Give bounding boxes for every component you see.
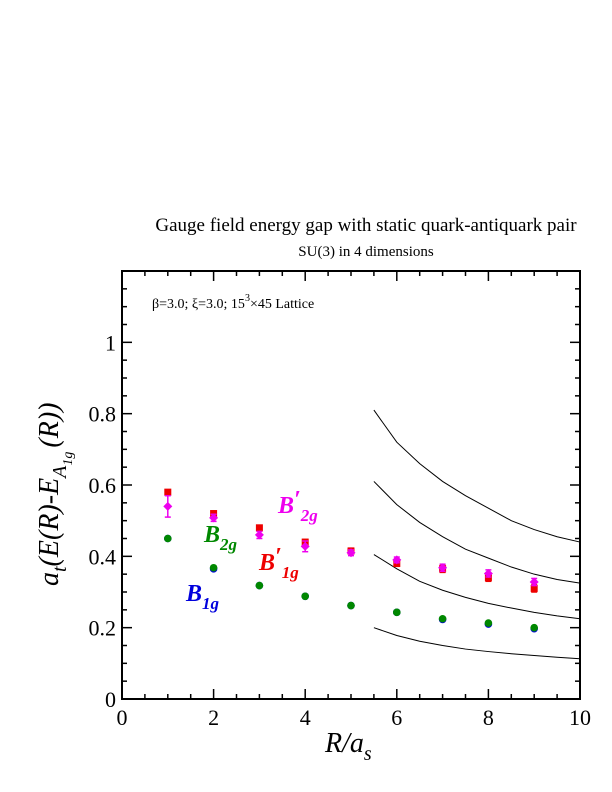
y-axis-title-A: A xyxy=(49,465,71,480)
y-tick-label: 0.8 xyxy=(89,402,117,427)
series-label-sub: 2g xyxy=(219,535,238,554)
data-point xyxy=(301,592,310,601)
data-point xyxy=(483,568,493,578)
curve-line xyxy=(373,409,581,543)
data-point xyxy=(484,619,493,627)
data-point xyxy=(255,581,264,590)
series-label-prime: ′ xyxy=(294,487,301,513)
data-point xyxy=(164,534,172,543)
x-tick-label: 2 xyxy=(208,705,219,730)
data-point xyxy=(347,601,355,610)
data-point xyxy=(254,530,264,540)
series-label: B′2g xyxy=(277,487,318,525)
data-point xyxy=(164,488,172,496)
x-tick-label: 4 xyxy=(300,705,311,730)
data-point xyxy=(529,577,539,587)
chart-subtitle: SU(3) in 4 dimensions xyxy=(298,244,434,260)
curve-line xyxy=(373,481,581,584)
x-tick-label: 8 xyxy=(483,705,494,730)
y-tick-label: 0.4 xyxy=(89,544,117,569)
x-axis-title: R/as xyxy=(324,728,372,765)
series-label-main: B xyxy=(277,493,294,519)
series-label-sub: 2g xyxy=(300,506,319,525)
y-axis-title-mid: (E(R)-E xyxy=(34,478,65,567)
data-point xyxy=(163,501,173,511)
y-axis-title-tail: (R)) xyxy=(34,403,65,448)
series-label: B2g xyxy=(203,522,238,554)
series-label-main: B xyxy=(185,581,202,607)
data-point xyxy=(255,524,263,532)
x-axis-title-main: R/a xyxy=(324,728,364,759)
data-marks xyxy=(163,488,539,633)
y-axis-title-t: t xyxy=(49,566,71,572)
y-tick-label: 0 xyxy=(105,687,116,712)
x-axis-title-sub: s xyxy=(364,743,372,765)
data-point xyxy=(393,608,401,617)
chart-title: Gauge field energy gap with static quark… xyxy=(155,215,577,236)
x-tick-label: 6 xyxy=(391,705,402,730)
plot-frame xyxy=(121,270,581,700)
lattice-annotation-post: ×45 Lattice xyxy=(250,297,314,312)
series-label-main: B xyxy=(258,550,275,576)
data-point xyxy=(438,563,448,573)
y-axis-title-sub1g: 1g xyxy=(61,452,76,466)
y-axis-title-a: a xyxy=(34,572,65,586)
data-point xyxy=(209,563,218,572)
series-label-main: B xyxy=(203,522,220,548)
curve-line xyxy=(373,627,581,660)
data-point xyxy=(530,623,538,632)
y-axis-title: at(E(R)-EA1g (R)) xyxy=(34,403,76,586)
y-tick-label: 0.6 xyxy=(89,473,117,498)
axes: 0 2 4 6 8 10 0 0.2 0.4 0.6 0.8 1 xyxy=(89,270,591,730)
x-tick-label: 10 xyxy=(569,705,591,730)
series-label-sub: 1g xyxy=(202,594,220,613)
lattice-annotation: β=3.0; ξ=3.0; 153×45 Lattice xyxy=(152,293,314,312)
y-tick-label: 0.2 xyxy=(89,616,117,641)
data-point xyxy=(209,513,219,523)
x-tick-label: 0 xyxy=(117,705,128,730)
lattice-annotation-pre: β=3.0; ξ=3.0; 15 xyxy=(152,297,245,312)
series-label: B′1g xyxy=(258,544,299,582)
series-label-sub: 1g xyxy=(282,563,300,582)
data-point xyxy=(438,614,447,623)
curves xyxy=(373,409,581,660)
curve-line xyxy=(373,554,581,620)
data-point xyxy=(392,555,402,565)
lattice-annotation-sup: 3 xyxy=(245,293,250,304)
data-point xyxy=(530,584,538,592)
y-tick-label: 1 xyxy=(105,330,116,355)
series-label-prime: ′ xyxy=(275,544,282,570)
data-point xyxy=(300,541,310,551)
series-label: B1g xyxy=(185,581,220,613)
data-point xyxy=(346,548,356,558)
